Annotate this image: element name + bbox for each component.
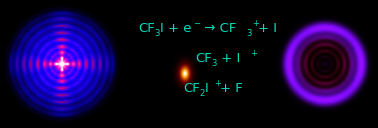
Text: 3: 3 bbox=[154, 29, 160, 38]
Text: +: + bbox=[214, 79, 221, 88]
Text: + I: + I bbox=[258, 22, 277, 35]
Text: 2: 2 bbox=[199, 89, 204, 98]
Text: CF: CF bbox=[183, 82, 200, 95]
Text: I: I bbox=[205, 82, 209, 95]
Text: +: + bbox=[250, 49, 257, 58]
Text: I + e: I + e bbox=[160, 22, 192, 35]
Text: 3: 3 bbox=[211, 59, 216, 68]
Text: CF: CF bbox=[138, 22, 155, 35]
Text: −: − bbox=[193, 19, 200, 28]
Text: CF: CF bbox=[195, 52, 212, 65]
Text: 3: 3 bbox=[246, 29, 251, 38]
Text: + I: + I bbox=[217, 52, 240, 65]
Text: + F: + F bbox=[220, 82, 243, 95]
Text: → CF: → CF bbox=[200, 22, 236, 35]
Text: +: + bbox=[252, 19, 259, 28]
